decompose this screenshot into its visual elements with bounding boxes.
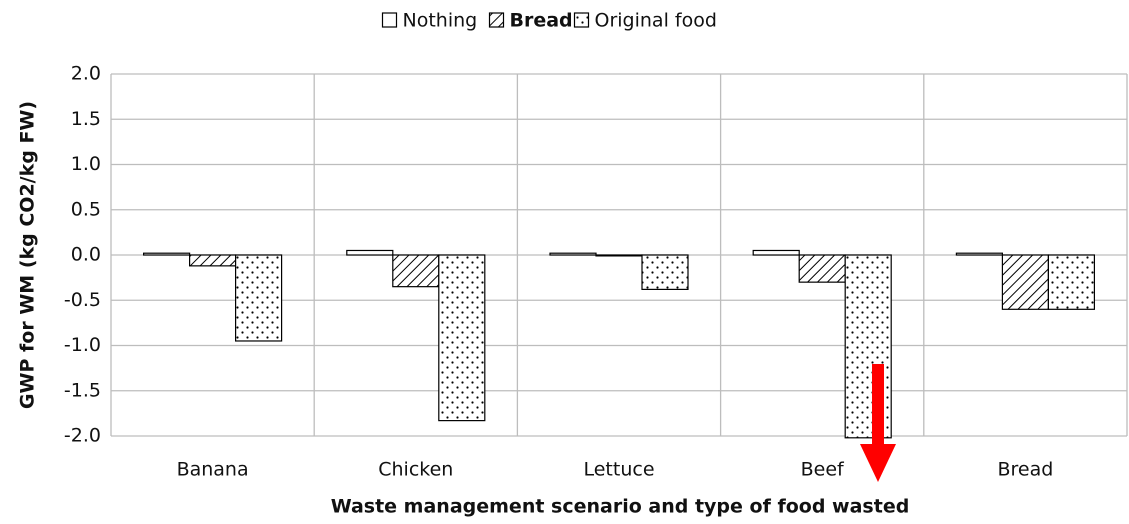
y-tick-label: 1.5 xyxy=(71,108,101,130)
x-tick-label: Banana xyxy=(177,459,249,481)
bar xyxy=(844,254,892,439)
legend-label: Bread xyxy=(510,10,573,32)
x-tick-label: Lettuce xyxy=(583,459,654,481)
bar xyxy=(189,254,237,267)
bar xyxy=(549,252,597,256)
legend-label: Nothing xyxy=(403,10,478,32)
legend-swatch xyxy=(488,12,505,28)
legend-swatch xyxy=(573,12,590,28)
x-axis-label: Waste management scenario and type of fo… xyxy=(331,496,910,518)
y-tick-label: -0.5 xyxy=(64,289,101,311)
y-tick-label: -2.0 xyxy=(64,425,101,447)
bar xyxy=(392,254,440,288)
x-tick-label: Bread xyxy=(997,459,1053,481)
bar xyxy=(346,249,394,256)
bar xyxy=(438,254,486,422)
bar xyxy=(1001,254,1050,310)
y-tick-label: 0.5 xyxy=(71,198,101,220)
y-tick-label: -1.0 xyxy=(64,334,101,356)
bar xyxy=(798,254,846,283)
bar xyxy=(143,252,191,256)
bar xyxy=(955,252,1004,256)
y-tick-label: 0.0 xyxy=(71,244,101,266)
bar xyxy=(752,249,800,256)
y-tick-label: 2.0 xyxy=(71,63,101,85)
x-tick-label: Beef xyxy=(801,459,845,481)
y-axis-label: GWP for WM (kg CO2/kg FW) xyxy=(17,101,39,409)
annotation-arrow xyxy=(860,364,896,482)
plot-area: 2.0 1.5 1.0 0.5 0.0 -0.5 -1.0 -1.5 -2.0 Banana Chi… xyxy=(64,63,1128,481)
bar xyxy=(235,254,283,342)
legend-label: Original food xyxy=(595,10,717,32)
bar xyxy=(595,254,643,257)
legend: Nothing Bread Original food xyxy=(381,10,717,32)
legend-swatch xyxy=(381,12,398,28)
bar xyxy=(641,254,689,290)
bar xyxy=(1047,254,1096,310)
y-tick-label: -1.5 xyxy=(64,379,101,401)
y-tick-label: 1.0 xyxy=(71,153,101,175)
x-tick-label: Chicken xyxy=(378,459,453,481)
